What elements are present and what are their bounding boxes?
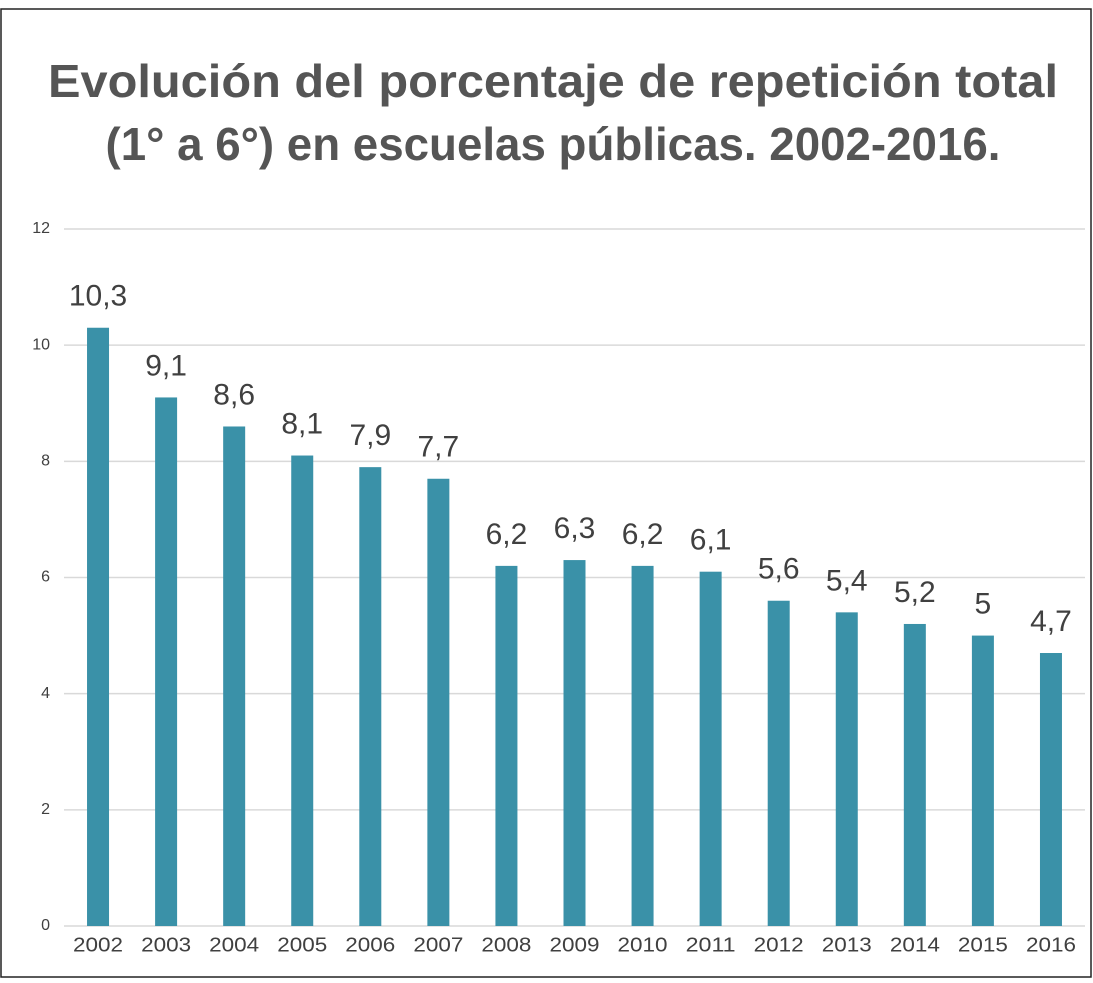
data-label: 7,7	[418, 431, 460, 464]
data-label: 7,9	[349, 419, 391, 452]
y-tick-label: 2	[41, 801, 50, 818]
bar	[971, 635, 994, 926]
bar	[155, 397, 178, 927]
x-tick-label: 2005	[277, 934, 327, 956]
bar	[631, 565, 654, 926]
data-label: 6,1	[690, 524, 732, 557]
data-label: 8,6	[213, 378, 255, 411]
x-tick-label: 2011	[686, 934, 736, 956]
bar	[223, 426, 246, 926]
data-label: 8,1	[281, 407, 323, 440]
y-tick-label: 6	[41, 569, 50, 586]
x-tick-label: 2006	[345, 934, 395, 956]
x-tick-label: 2014	[890, 934, 940, 956]
bar	[427, 478, 450, 926]
x-tick-label: 2013	[822, 934, 872, 956]
x-tick-label: 2002	[73, 934, 123, 956]
bar	[767, 600, 790, 926]
bar	[699, 571, 722, 926]
bar	[495, 565, 518, 926]
bar	[835, 612, 858, 926]
x-tick-label: 2004	[209, 934, 259, 956]
bar	[291, 455, 314, 926]
y-tick-label: 10	[32, 336, 50, 353]
bar	[1039, 653, 1062, 926]
y-tick-label: 8	[41, 453, 50, 470]
x-tick-label: 2007	[413, 934, 463, 956]
bar	[903, 623, 926, 926]
data-label: 9,1	[145, 349, 187, 382]
data-label: 6,2	[622, 518, 664, 551]
x-tick-label: 2009	[550, 934, 600, 956]
bar	[563, 560, 586, 926]
x-tick-label: 2012	[754, 934, 804, 956]
data-label: 5,4	[826, 564, 868, 597]
data-label: 6,2	[486, 518, 528, 551]
x-tick-label: 2015	[958, 934, 1008, 956]
bar	[359, 467, 382, 926]
y-tick-label: 4	[41, 685, 50, 702]
y-tick-label: 12	[32, 220, 50, 237]
y-tick-label: 0	[41, 917, 50, 934]
data-label: 4,7	[1030, 605, 1072, 638]
data-label: 6,3	[554, 512, 596, 545]
chart-title: Evolución del porcentaje de repetición t…	[48, 55, 1058, 107]
x-tick-label: 2003	[141, 934, 191, 956]
data-label: 5,2	[894, 576, 936, 609]
data-label: 5,6	[758, 553, 800, 586]
x-tick-label: 2008	[481, 934, 531, 956]
x-tick-label: 2016	[1026, 934, 1076, 956]
data-label: 5	[975, 588, 992, 621]
frame	[0, 8, 1092, 978]
bar	[87, 327, 110, 926]
chart-title: (1° a 6°) en escuelas públicas. 2002-201…	[106, 118, 1001, 170]
data-label: 10,3	[69, 280, 127, 313]
x-tick-label: 2010	[618, 934, 668, 956]
